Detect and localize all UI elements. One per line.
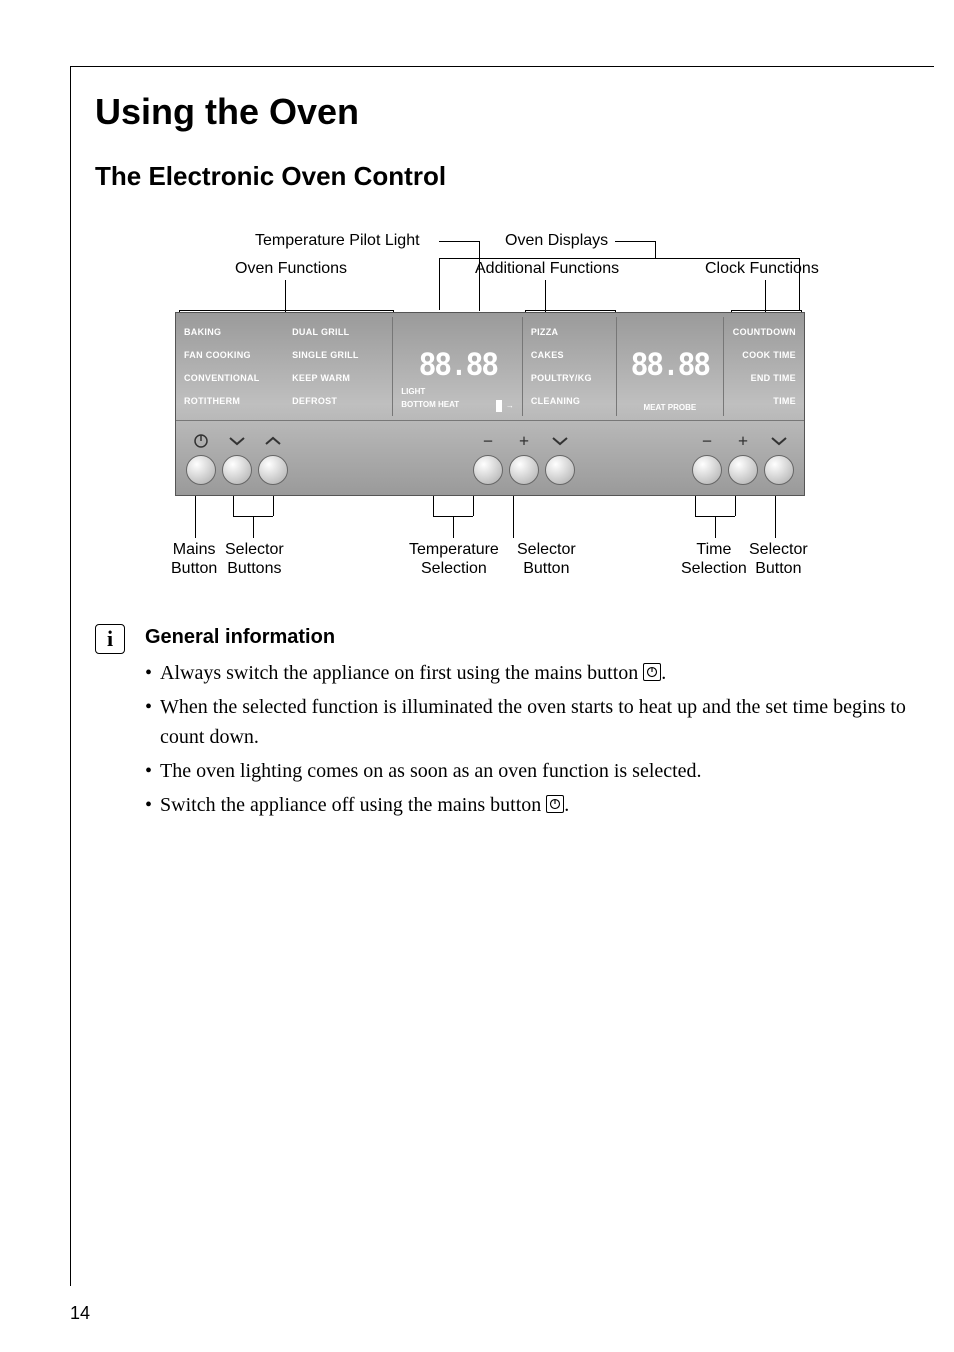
func-fan-cooking: FAN COOKING [184,350,276,360]
func-cooktime: COOK TIME [742,350,796,360]
oven-control-panel: BAKING FAN COOKING CONVENTIONAL ROTITHER… [175,312,805,496]
plus-icon: + [510,431,538,451]
label-clock-functions: Clock Functions [705,260,819,278]
label-selector-buttons: SelectorButtons [225,540,284,578]
func-keep-warm: KEEP WARM [292,373,384,383]
power-icon [643,663,661,681]
label-bottom-heat: BOTTOM HEAT [401,400,459,412]
label-oven-displays: Oven Displays [505,232,608,250]
label-selector-button-3: SelectorButton [749,540,808,578]
temp-digits: 88.88 [418,350,496,384]
label-meat-probe: MEAT PROBE [644,403,697,412]
button-group-2: − + [473,431,575,485]
temp-plus-button[interactable] [509,455,539,485]
general-information-section: i General information •Always switch the… [95,622,910,824]
func-defrost: DEFROST [292,396,384,406]
bottom-labels: MainsButton SelectorButtons TemperatureS… [175,496,910,586]
minus-icon: − [693,431,721,451]
page-subheading: The Electronic Oven Control [95,161,910,192]
func-baking: BAKING [184,327,276,337]
power-icon [546,795,564,813]
func-pizza: PIZZA [531,327,608,337]
time-digits: 88.88 [631,350,709,384]
chevron-up-icon [259,431,287,451]
label-time-selection: TimeSelection [681,540,747,578]
button-group-1 [186,431,288,485]
label-additional-functions: Additional Functions [475,260,619,278]
func-cakes: CAKES [531,350,608,360]
page-number: 14 [70,1303,90,1324]
button-group-3: − + [692,431,794,485]
label-temperature-selection: TemperatureSelection [409,540,499,578]
selector-down-button[interactable] [222,455,252,485]
time-plus-button[interactable] [728,455,758,485]
minus-icon: − [474,431,502,451]
func-time: TIME [773,396,796,406]
func-endtime: END TIME [751,373,796,383]
info-header: General information [145,622,910,652]
label-therm-indicator: → [496,400,514,412]
oven-functions-section: BAKING FAN COOKING CONVENTIONAL ROTITHER… [176,317,393,416]
chevron-down-icon [546,431,574,451]
func-cleaning: CLEANING [531,396,608,406]
label-light: LIGHT [401,387,425,396]
top-labels: Temperature Pilot Light Oven Functions O… [175,232,910,312]
power-icon [187,431,215,451]
chevron-down-icon [223,431,251,451]
bullet-item: •Switch the appliance off using the main… [145,790,910,820]
temp-selector-button[interactable] [545,455,575,485]
time-minus-button[interactable] [692,455,722,485]
func-conventional: CONVENTIONAL [184,373,276,383]
time-display-section: 88.88 MEAT PROBE [617,317,725,416]
additional-functions-section: PIZZA CAKES POULTRY/KG CLEANING [523,317,617,416]
func-poultry: POULTRY/KG [531,373,608,383]
bullet-item: •When the selected function is illuminat… [145,692,910,752]
func-dual-grill: DUAL GRILL [292,327,384,337]
mains-button[interactable] [186,455,216,485]
plus-icon: + [729,431,757,451]
label-mains-button: MainsButton [171,540,217,578]
chevron-down-icon [765,431,793,451]
label-selector-button-2: SelectorButton [517,540,576,578]
selector-up-button[interactable] [258,455,288,485]
bullet-item: •Always switch the appliance on first us… [145,658,910,688]
label-oven-functions: Oven Functions [235,260,347,278]
func-single-grill: SINGLE GRILL [292,350,384,360]
page-heading: Using the Oven [95,91,910,133]
temp-minus-button[interactable] [473,455,503,485]
clock-functions-section: COUNTDOWN COOK TIME END TIME TIME [724,317,804,416]
label-temp-pilot: Temperature Pilot Light [255,232,420,250]
temp-display-section: 88.88 BOTTOM HEAT → LIGHT [393,317,523,416]
func-countdown: COUNTDOWN [733,327,796,337]
info-bullets: •Always switch the appliance on first us… [145,658,910,820]
bullet-item: •The oven lighting comes on as soon as a… [145,756,910,786]
info-icon: i [95,624,125,654]
func-rotitherm: ROTITHERM [184,396,276,406]
control-panel-diagram: Temperature Pilot Light Oven Functions O… [175,232,910,586]
time-selector-button[interactable] [764,455,794,485]
